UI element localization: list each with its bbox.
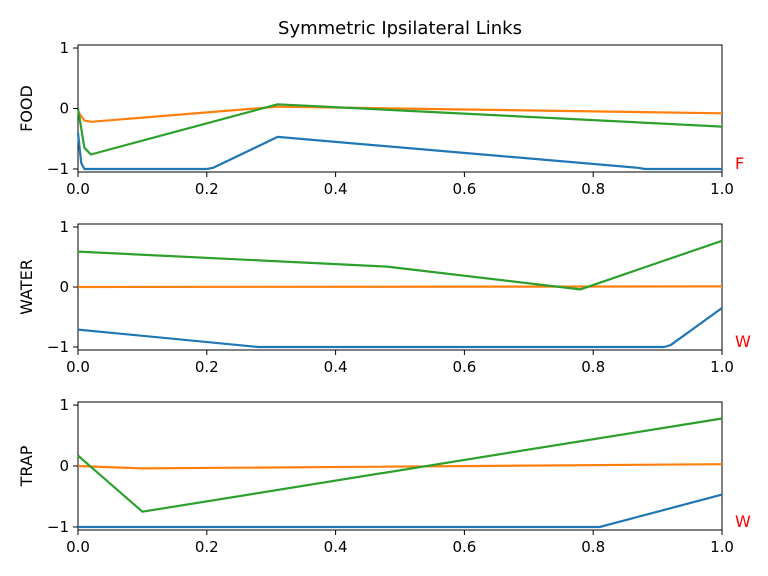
series-line-1	[76, 132, 722, 171]
y-tick-label: 1	[59, 396, 69, 414]
x-tick-label: 1.0	[710, 180, 734, 198]
series-line-1	[77, 307, 723, 349]
x-tick-label: 0.4	[324, 180, 348, 198]
y-axis-label: FOOD	[17, 85, 36, 132]
panel-food: 0.0 0.2 0.4 0.6 0.8 1.0 −1 0 1 FOOD F	[17, 39, 744, 198]
x-tick-label: 0.2	[195, 538, 219, 556]
x-tick-label: 0.6	[452, 180, 476, 198]
panel-trap: 0.0 0.2 0.4 0.6 0.8 1.0 −1 0 1 TRAP W	[17, 396, 751, 556]
y-tick-label: 0	[59, 457, 69, 475]
x-tick-label: 0.8	[581, 358, 605, 376]
y-tick-label: 1	[59, 218, 69, 236]
y-tick-label: 1	[59, 39, 69, 57]
chart-title: Symmetric Ipsilateral Links	[278, 18, 522, 39]
y-axis-label: WATER	[17, 259, 36, 315]
panel-water: 0.0 0.2 0.4 0.6 0.8 1.0 −1 0 1 WATER W	[17, 218, 751, 376]
y-tick-label: −1	[47, 518, 69, 536]
side-label: W	[735, 332, 751, 351]
x-tick-label: 0.0	[66, 358, 90, 376]
x-tick-label: 0.6	[452, 358, 476, 376]
series-line-2	[77, 105, 723, 123]
series-line-3	[77, 417, 723, 513]
x-tick-label: 0.8	[581, 180, 605, 198]
side-label: F	[735, 154, 744, 173]
series-line-3	[76, 103, 723, 156]
x-tick-label: 0.4	[324, 358, 348, 376]
x-tick-label: 1.0	[710, 358, 734, 376]
y-tick-label: 0	[59, 100, 69, 118]
x-tick-label: 0.6	[452, 538, 476, 556]
y-axis-label: TRAP	[17, 445, 36, 487]
x-tick-label: 0.0	[66, 538, 90, 556]
x-tick-label: 0.4	[324, 538, 348, 556]
x-tick-label: 0.0	[66, 180, 90, 198]
x-tick-label: 0.8	[581, 538, 605, 556]
x-tick-label: 0.2	[195, 180, 219, 198]
y-tick-label: 0	[59, 278, 69, 296]
y-tick-label: −1	[47, 160, 69, 178]
series-line-2	[77, 463, 723, 470]
series-line-2	[77, 285, 723, 289]
y-tick-label: −1	[47, 338, 69, 356]
series-line-3	[77, 239, 723, 291]
side-label: W	[735, 512, 751, 531]
x-tick-label: 0.2	[195, 358, 219, 376]
series-line-1	[78, 493, 723, 529]
x-tick-label: 1.0	[710, 538, 734, 556]
